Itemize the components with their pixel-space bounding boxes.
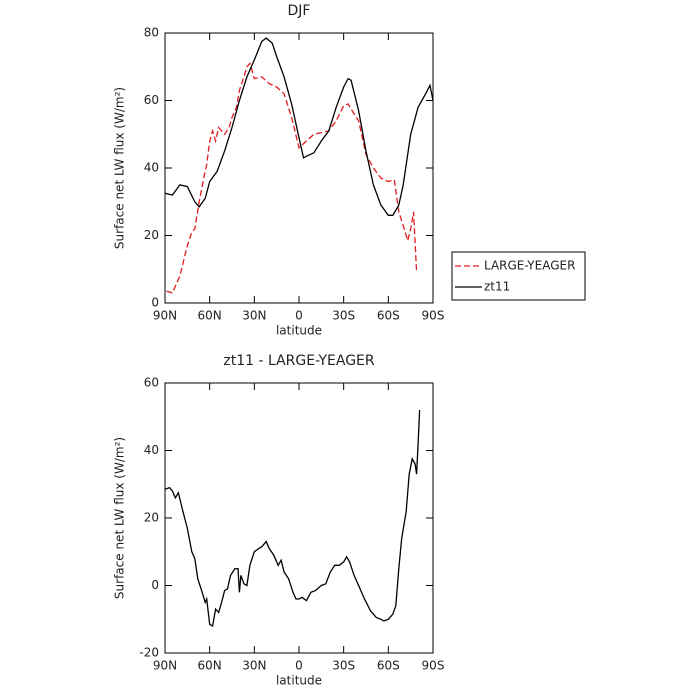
legend-label: zt11 [484,280,510,294]
x-tick-label: 60N [198,309,222,323]
x-tick-label: 30S [332,659,355,673]
y-tick-label: 40 [144,161,159,175]
x-axis-label: latitude [276,324,322,338]
x-tick-label: 0 [295,659,303,673]
x-tick-label: 90S [422,659,445,673]
y-tick-label: 20 [144,228,159,242]
data-line [164,37,434,216]
x-tick-label: 60S [377,309,400,323]
x-tick-label: 30N [242,309,266,323]
y-tick-label: -20 [139,646,159,660]
y-tick-label: 40 [144,443,159,457]
y-tick-label: 80 [144,26,159,40]
x-tick-label: 60S [377,659,400,673]
plot: -20 0 20 40 60 90N 60N 30N 0 30S 60S 90S zt11 - LARG… [113,353,445,688]
x-tick-label: 90N [153,659,177,673]
x-tick-label: 90S [422,309,445,323]
x-tick-label: 0 [295,309,303,323]
x-tick-label: 60N [198,659,222,673]
x-tick-label: 90N [153,309,177,323]
legend-label: LARGE-YEAGER [484,259,575,273]
legend-box [451,251,586,301]
data-line [166,62,418,294]
y-tick-label: 20 [144,511,159,525]
y-tick-label: 60 [144,376,159,390]
chart-title: DJF [288,3,311,19]
y-tick-label: 0 [151,578,159,592]
chart-title: zt11 - LARGE-YEAGER [223,353,375,369]
x-tick-label: 30S [332,309,355,323]
x-tick-label: 30N [242,659,266,673]
y-tick-label: 60 [144,93,159,107]
data-line [164,409,421,628]
x-axis-label: latitude [276,674,322,688]
y-tick-label: 0 [151,296,159,310]
plot-frame [164,32,434,304]
y-axis-label: Surface net LW flux (W/m²) [113,437,127,599]
y-axis-label: Surface net LW flux (W/m²) [113,87,127,249]
plot: 0 20 40 60 80 90N 60N 30N 0 30S 60S 90S DJF latitude S… [113,3,586,338]
